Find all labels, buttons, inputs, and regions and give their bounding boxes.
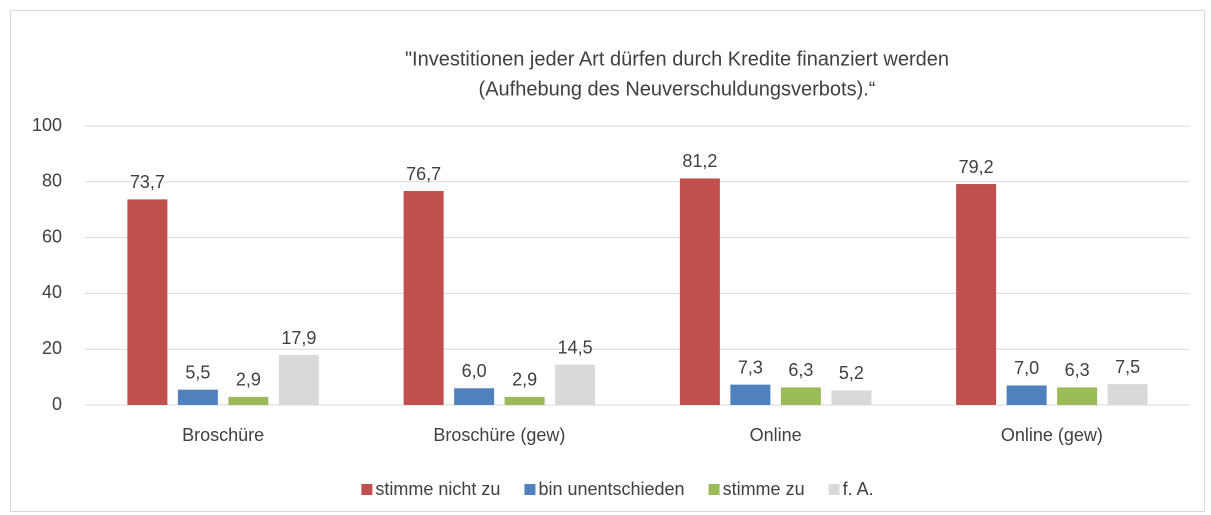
value-label: 17,9 bbox=[281, 328, 316, 348]
bar bbox=[228, 396, 269, 405]
value-label: 81,2 bbox=[682, 151, 717, 171]
bar bbox=[504, 396, 545, 405]
value-label: 6,3 bbox=[1065, 360, 1090, 380]
bar bbox=[403, 191, 444, 405]
y-tick-label: 100 bbox=[32, 115, 62, 135]
bar bbox=[278, 355, 319, 405]
y-tick-label: 40 bbox=[42, 282, 62, 302]
bar bbox=[127, 199, 168, 405]
y-tick-label: 80 bbox=[42, 171, 62, 191]
legend-label: stimme zu bbox=[723, 479, 805, 499]
x-tick-label: Online (gew) bbox=[1001, 425, 1103, 445]
value-label: 7,0 bbox=[1014, 358, 1039, 378]
bar bbox=[831, 390, 872, 405]
legend-swatch bbox=[361, 484, 373, 495]
legend-label: bin unentschieden bbox=[538, 479, 684, 499]
value-label: 6,3 bbox=[788, 360, 813, 380]
chart-title: "Investitionen jeder Art dürfen durch Kr… bbox=[405, 48, 949, 70]
bar bbox=[780, 387, 821, 405]
chart-title: (Aufhebung des Neuverschuldungsverbots).… bbox=[479, 78, 876, 100]
x-tick-label: Broschüre bbox=[182, 425, 264, 445]
bar bbox=[454, 388, 495, 405]
bar bbox=[956, 184, 997, 405]
x-tick-label: Online bbox=[750, 425, 802, 445]
legend-label: f. A. bbox=[843, 479, 874, 499]
bar bbox=[1057, 387, 1098, 405]
bar bbox=[730, 384, 771, 405]
legend-swatch bbox=[524, 484, 536, 495]
value-label: 2,9 bbox=[236, 370, 261, 390]
y-tick-label: 60 bbox=[42, 226, 62, 246]
bar bbox=[679, 178, 720, 405]
value-label: 5,5 bbox=[185, 362, 210, 382]
value-label: 76,7 bbox=[406, 164, 441, 184]
bar bbox=[555, 364, 596, 405]
value-label: 5,2 bbox=[839, 363, 864, 383]
value-label: 7,3 bbox=[738, 357, 763, 377]
value-label: 6,0 bbox=[462, 361, 487, 381]
value-label: 73,7 bbox=[130, 172, 165, 192]
value-label: 14,5 bbox=[558, 337, 593, 357]
legend-swatch bbox=[708, 484, 720, 495]
bar bbox=[177, 389, 218, 405]
bar bbox=[1107, 384, 1148, 405]
x-tick-label: Broschüre (gew) bbox=[433, 425, 565, 445]
bar bbox=[1006, 385, 1047, 405]
y-tick-label: 20 bbox=[42, 338, 62, 358]
legend-label: stimme nicht zu bbox=[375, 479, 500, 499]
value-label: 79,2 bbox=[959, 157, 994, 177]
legend-swatch bbox=[828, 484, 840, 495]
y-tick-label: 0 bbox=[52, 394, 62, 414]
value-label: 7,5 bbox=[1115, 357, 1140, 377]
chart-border bbox=[10, 10, 1205, 512]
value-label: 2,9 bbox=[512, 370, 537, 390]
